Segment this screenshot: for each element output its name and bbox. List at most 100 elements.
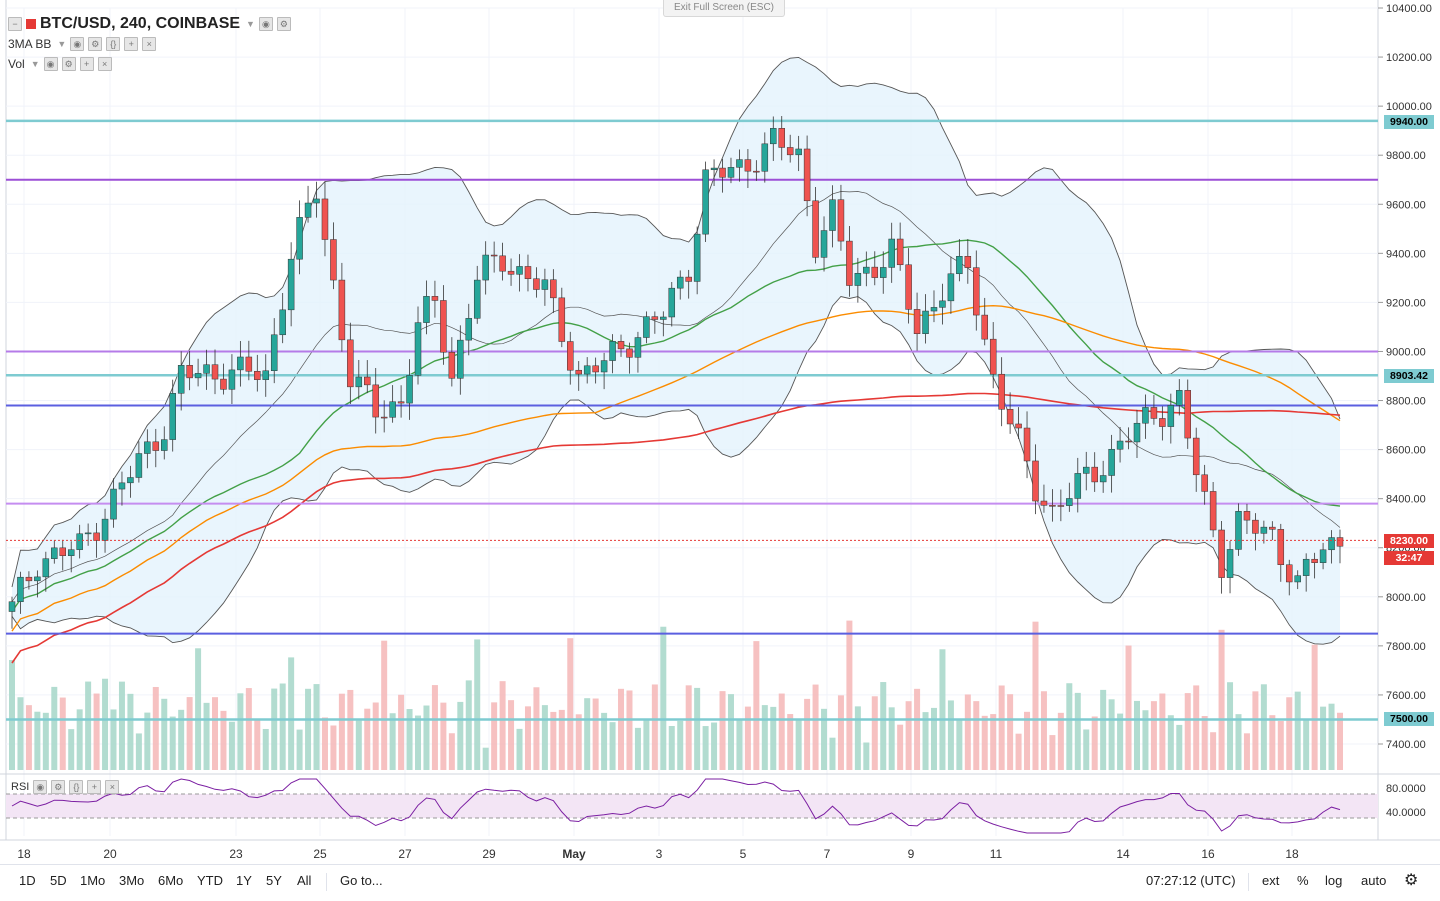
volume-bar — [711, 722, 718, 770]
dropdown-icon[interactable]: ▼ — [30, 59, 40, 69]
candle-body — [998, 373, 1005, 410]
source-icon[interactable]: {} — [106, 37, 121, 51]
bollinger-upper-line — [11, 56, 1341, 588]
candle-body — [135, 453, 143, 478]
range-5d[interactable]: 5D — [50, 873, 67, 888]
candle-body — [1260, 526, 1268, 534]
range-5y[interactable]: 5Y — [266, 873, 282, 888]
candle-body — [321, 198, 329, 240]
candle-body — [177, 365, 185, 394]
volume-bar — [516, 728, 523, 770]
candle-body — [905, 264, 912, 310]
volume-bar — [389, 713, 396, 770]
settings-icon[interactable]: ⚙ — [51, 780, 66, 794]
volume-bar — [1150, 701, 1157, 770]
eye-icon[interactable]: ◉ — [33, 780, 48, 794]
range-1d[interactable]: 1D — [19, 873, 36, 888]
eye-icon[interactable]: ◉ — [70, 37, 85, 51]
more-icon[interactable]: + — [124, 37, 139, 51]
close-icon[interactable]: × — [142, 37, 157, 51]
volume-bar — [313, 684, 320, 770]
price-tick-label: 8800.00 — [1386, 396, 1426, 408]
volume-bar — [897, 724, 904, 770]
volume-bar — [1193, 685, 1200, 770]
collapse-icon[interactable]: − — [8, 17, 22, 31]
source-icon[interactable]: {} — [69, 780, 84, 794]
candle-body — [736, 159, 743, 168]
volume-bar — [25, 705, 32, 770]
candle-body — [51, 547, 58, 559]
range-all[interactable]: All — [297, 873, 312, 888]
candle-body — [42, 558, 50, 578]
volume-bar — [1294, 691, 1301, 770]
percent-toggle[interactable]: % — [1297, 873, 1309, 888]
volume-bar — [888, 707, 895, 770]
volume-bar — [212, 697, 219, 770]
candle-body — [1082, 466, 1090, 474]
candle-body — [1269, 526, 1276, 530]
clock-time[interactable]: 07:27:12 (UTC) — [1146, 873, 1236, 888]
candle-body — [237, 356, 244, 371]
volume-bar — [753, 641, 760, 770]
candle-body — [1209, 491, 1217, 531]
volume-bar — [448, 733, 455, 770]
candle-body — [930, 307, 938, 312]
candle-body — [76, 533, 83, 550]
candle-body — [1049, 505, 1056, 507]
indicator-label-vol: Vol — [8, 57, 25, 71]
candle-body — [676, 276, 684, 289]
candle-body — [152, 441, 160, 451]
close-icon[interactable]: × — [105, 780, 120, 794]
volume-bar — [922, 712, 929, 770]
settings-icon[interactable]: ⚙ — [88, 37, 103, 51]
rsi-tick-label: 80.0000 — [1386, 783, 1426, 795]
price-tick-label: 8600.00 — [1386, 445, 1426, 457]
gear-icon[interactable]: ⚙ — [1404, 872, 1419, 889]
volume-bar — [76, 709, 83, 770]
candle-body — [1201, 474, 1208, 492]
candle-body — [634, 337, 642, 358]
candle-body — [1167, 405, 1175, 427]
log-toggle[interactable]: log — [1325, 873, 1343, 888]
goto-button[interactable]: Go to... — [340, 873, 383, 888]
volume-bar — [770, 706, 777, 770]
candle-body — [854, 272, 862, 286]
volume-bar — [905, 701, 912, 770]
eye-icon[interactable]: ◉ — [43, 57, 58, 71]
volume-bar — [457, 701, 464, 770]
ext-toggle[interactable]: ext — [1262, 873, 1280, 888]
more-icon[interactable]: + — [87, 780, 102, 794]
volume-bar — [1176, 724, 1183, 770]
volume-bar — [372, 702, 379, 770]
range-6mo[interactable]: 6Mo — [158, 873, 184, 888]
eye-icon[interactable]: ◉ — [258, 17, 273, 31]
symbol-dropdown-icon[interactable]: ▼ — [246, 19, 255, 29]
volume-bar — [685, 685, 692, 770]
range-1mo[interactable]: 1Mo — [80, 873, 106, 888]
dropdown-icon[interactable]: ▼ — [57, 39, 67, 49]
volume-bar — [42, 712, 49, 770]
settings-icon[interactable]: ⚙ — [61, 57, 76, 71]
range-3mo[interactable]: 3Mo — [119, 873, 145, 888]
time-tick-label: 29 — [482, 847, 496, 861]
candle-body — [558, 297, 566, 342]
close-icon[interactable]: × — [97, 57, 112, 71]
candle-body — [211, 364, 219, 380]
range-1y[interactable]: 1Y — [236, 873, 252, 888]
volume-bar — [930, 707, 937, 770]
candle-body — [803, 148, 811, 202]
time-tick-label: 3 — [656, 847, 663, 861]
settings-icon[interactable]: ⚙ — [276, 17, 291, 31]
chart-canvas[interactable]: 10400.0010200.0010000.009800.009600.0094… — [0, 0, 1440, 864]
price-tick-label: 7600.00 — [1386, 690, 1426, 702]
exit-fullscreen-button[interactable]: Exit Full Screen (ESC) — [663, 0, 785, 17]
volume-bar — [1007, 694, 1014, 770]
volume-bar — [550, 711, 557, 770]
indicator-legend-vol: Vol ▼ ◉ ⚙ + × — [8, 57, 112, 71]
volume-bar — [787, 714, 794, 770]
candle-body — [203, 364, 210, 374]
more-icon[interactable]: + — [79, 57, 94, 71]
candle-body — [1074, 473, 1082, 499]
auto-toggle[interactable]: auto — [1361, 873, 1387, 888]
range-ytd[interactable]: YTD — [197, 873, 223, 888]
